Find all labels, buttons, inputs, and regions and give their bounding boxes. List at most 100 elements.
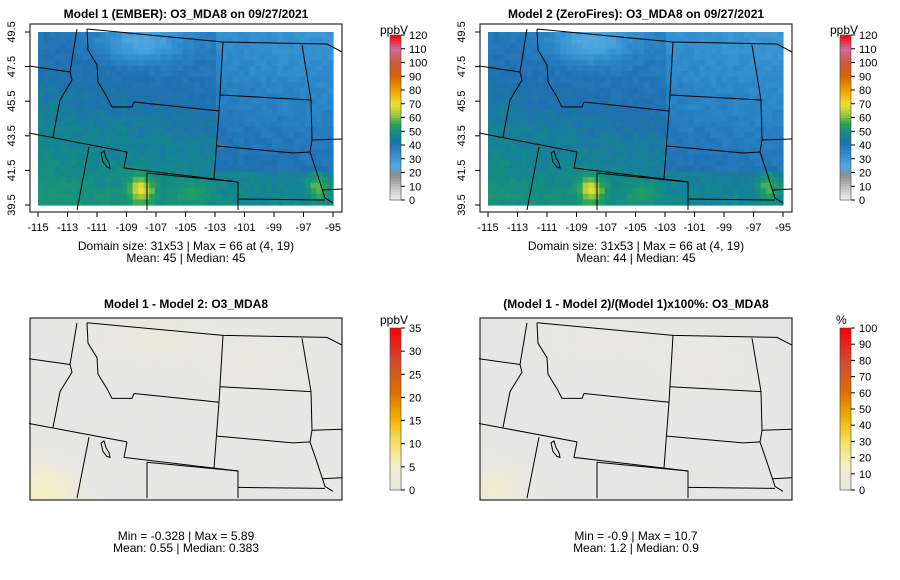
grid-cell bbox=[521, 99, 527, 105]
grid-cell bbox=[177, 77, 183, 83]
grid-cell bbox=[230, 359, 236, 365]
grid-cell bbox=[71, 82, 77, 88]
grid-cell bbox=[627, 160, 633, 166]
grid-cell bbox=[216, 82, 222, 88]
grid-cell bbox=[716, 71, 722, 77]
colorbar-tick-label: 40 bbox=[409, 140, 421, 152]
grid-cell bbox=[133, 183, 139, 189]
grid-cell bbox=[505, 160, 511, 166]
grid-cell bbox=[716, 144, 722, 150]
grid-cell bbox=[311, 183, 317, 189]
grid-cell bbox=[189, 412, 195, 418]
grid-cell bbox=[599, 65, 605, 71]
grid-cell bbox=[107, 347, 113, 353]
grid-cell bbox=[77, 65, 83, 71]
grid-cell bbox=[254, 371, 260, 377]
grid-cell bbox=[89, 388, 95, 394]
grid-cell bbox=[538, 177, 544, 183]
grid-cell bbox=[242, 424, 248, 430]
grid-cell bbox=[49, 160, 55, 166]
grid-cell bbox=[283, 412, 289, 418]
grid-cell bbox=[277, 318, 283, 324]
grid-cell bbox=[494, 38, 500, 44]
grid-cell bbox=[55, 38, 61, 44]
grid-cell bbox=[211, 93, 217, 99]
grid-cell bbox=[199, 71, 205, 77]
grid-cell bbox=[160, 65, 166, 71]
grid-cell bbox=[183, 149, 189, 155]
grid-cell bbox=[160, 365, 166, 371]
grid-cell bbox=[148, 471, 154, 477]
grid-cell bbox=[307, 453, 313, 459]
grid-cell bbox=[313, 418, 319, 424]
grid-cell bbox=[189, 359, 195, 365]
grid-cell bbox=[705, 199, 711, 205]
colorbar-tick-label: 30 bbox=[859, 154, 871, 166]
grid-cell bbox=[222, 93, 228, 99]
grid-cell bbox=[83, 377, 89, 383]
grid-cell bbox=[59, 406, 65, 412]
grid-cell bbox=[189, 447, 195, 453]
grid-cell bbox=[195, 324, 201, 330]
grid-cell bbox=[195, 359, 201, 365]
grid-cell bbox=[661, 172, 667, 178]
grid-cell bbox=[194, 88, 200, 94]
panel-model1: Model 1 (EMBER): O3_MDA8 on 09/27/2021 -… bbox=[0, 0, 450, 290]
grid-cell bbox=[610, 32, 616, 38]
grid-cell bbox=[165, 371, 171, 377]
grid-cell bbox=[218, 318, 224, 324]
grid-cell bbox=[294, 77, 300, 83]
grid-cell bbox=[510, 199, 516, 205]
grid-cell bbox=[266, 60, 272, 66]
grid-cell bbox=[638, 60, 644, 66]
grid-cell bbox=[227, 199, 233, 205]
grid-cell bbox=[88, 110, 94, 116]
grid-cell bbox=[188, 93, 194, 99]
grid-cell bbox=[527, 132, 533, 138]
grid-cell bbox=[83, 127, 89, 133]
grid-cell bbox=[327, 183, 333, 189]
grid-cell bbox=[227, 38, 233, 44]
grid-cell bbox=[171, 383, 177, 389]
grid-cell bbox=[688, 32, 694, 38]
grid-cell bbox=[277, 424, 283, 430]
grid-cell bbox=[494, 116, 500, 122]
grid-cell bbox=[55, 32, 61, 38]
grid-cell bbox=[171, 359, 177, 365]
grid-cell bbox=[218, 412, 224, 418]
grid-cell bbox=[627, 149, 633, 155]
grid-cell bbox=[549, 127, 555, 133]
grid-cell bbox=[688, 199, 694, 205]
grid-cell bbox=[211, 43, 217, 49]
grid-cell bbox=[83, 318, 89, 324]
grid-cell bbox=[716, 160, 722, 166]
grid-cell bbox=[688, 43, 694, 49]
grid-cell bbox=[583, 43, 589, 49]
grid-cell bbox=[761, 38, 767, 44]
grid-cell bbox=[255, 121, 261, 127]
grid-cell bbox=[494, 93, 500, 99]
colorbar-tick-label: 70 bbox=[859, 99, 871, 111]
grid-cell bbox=[616, 177, 622, 183]
grid-cell bbox=[195, 383, 201, 389]
grid-cell bbox=[733, 71, 739, 77]
grid-cell bbox=[44, 160, 50, 166]
grid-cell bbox=[288, 77, 294, 83]
grid-cell bbox=[230, 388, 236, 394]
grid-cell bbox=[116, 110, 122, 116]
grid-cell bbox=[288, 144, 294, 150]
grid-cell bbox=[30, 330, 36, 336]
grid-cell bbox=[88, 188, 94, 194]
grid-cell bbox=[722, 54, 728, 60]
grid-cell bbox=[227, 88, 233, 94]
grid-cell bbox=[655, 121, 661, 127]
grid-cell bbox=[136, 412, 142, 418]
grid-cell bbox=[265, 383, 271, 389]
grid-cell bbox=[683, 71, 689, 77]
grid-cell bbox=[36, 453, 42, 459]
grid-cell bbox=[127, 138, 133, 144]
grid-cell bbox=[211, 199, 217, 205]
grid-cell bbox=[700, 60, 706, 66]
grid-cell bbox=[127, 88, 133, 94]
grid-cell bbox=[688, 188, 694, 194]
